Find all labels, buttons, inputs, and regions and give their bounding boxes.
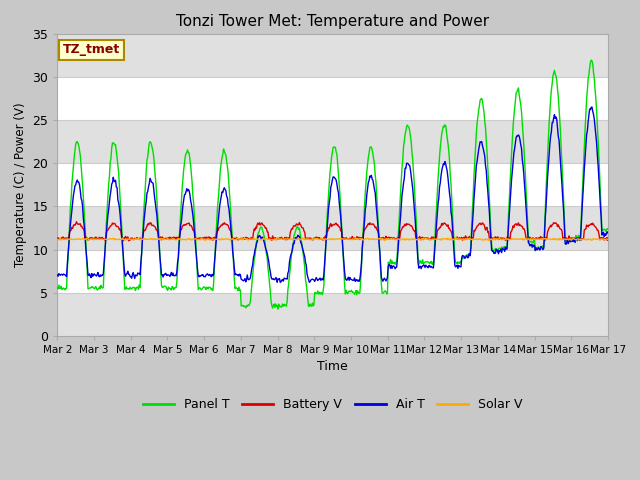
Air T (276, 279, 284, 285)
Solar V (417, 237, 424, 242)
Air T (205, 273, 213, 278)
Solar V (176, 236, 184, 242)
Line: Solar V: Solar V (58, 238, 608, 240)
Battery V (207, 235, 214, 240)
Solar V (205, 237, 213, 242)
Solar V (604, 237, 612, 242)
Bar (58, 293, 608, 336)
Line: Panel T: Panel T (58, 60, 608, 309)
Panel T (604, 227, 612, 232)
Battery V (63, 235, 71, 241)
Battery V (604, 235, 612, 240)
Panel T (274, 306, 282, 312)
Battery V (401, 221, 409, 227)
Panel T (54, 285, 61, 290)
Air T (176, 233, 184, 239)
Air T (120, 263, 128, 268)
Y-axis label: Temperature (C) / Power (V): Temperature (C) / Power (V) (14, 103, 27, 267)
Bar (58, 34, 608, 77)
Line: Battery V: Battery V (58, 222, 608, 241)
Air T (604, 230, 612, 236)
Panel T (63, 268, 71, 274)
X-axis label: Time: Time (317, 360, 348, 373)
Panel T (401, 138, 408, 144)
Text: TZ_tmet: TZ_tmet (63, 43, 120, 56)
Line: Air T: Air T (58, 107, 608, 282)
Battery V (177, 227, 185, 232)
Battery V (54, 235, 61, 241)
Panel T (588, 57, 595, 63)
Panel T (176, 223, 184, 229)
Legend: Panel T, Battery V, Air T, Solar V: Panel T, Battery V, Air T, Solar V (138, 393, 528, 416)
Air T (417, 264, 424, 269)
Panel T (205, 284, 213, 290)
Solar V (452, 235, 460, 241)
Air T (54, 272, 61, 278)
Battery V (122, 234, 129, 240)
Solar V (120, 237, 128, 242)
Air T (588, 104, 596, 110)
Solar V (381, 238, 388, 243)
Battery V (73, 219, 81, 225)
Solar V (63, 236, 71, 241)
Bar (58, 206, 608, 250)
Panel T (120, 271, 128, 277)
Bar (58, 120, 608, 163)
Solar V (401, 236, 408, 241)
Air T (63, 262, 71, 267)
Air T (401, 175, 408, 181)
Panel T (417, 258, 424, 264)
Title: Tonzi Tower Met: Temperature and Power: Tonzi Tower Met: Temperature and Power (176, 14, 489, 29)
Battery V (417, 235, 425, 241)
Solar V (54, 236, 61, 242)
Battery V (120, 238, 127, 244)
